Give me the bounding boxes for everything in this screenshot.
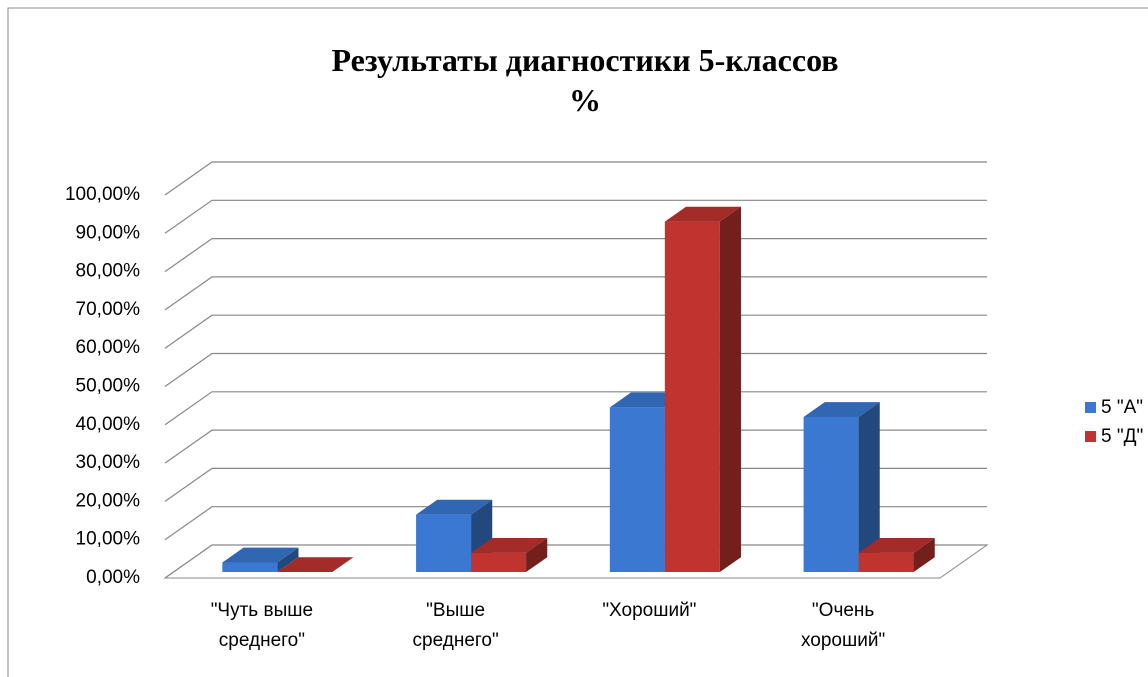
x-tick-label: "Очень хороший" bbox=[801, 600, 886, 651]
y-tick-label: 20,00% bbox=[76, 490, 141, 511]
grid-line bbox=[164, 314, 987, 349]
bar-front bbox=[803, 416, 859, 573]
bar-front bbox=[222, 562, 278, 573]
bar-top bbox=[858, 538, 935, 553]
y-tick-label: 30,00% bbox=[76, 452, 141, 473]
legend-swatch bbox=[1085, 402, 1096, 413]
bar-top bbox=[416, 499, 493, 515]
x-tick-label: "Выше среднего" bbox=[412, 600, 499, 651]
y-tick-label: 0,00% bbox=[86, 567, 140, 588]
bar-front bbox=[416, 514, 472, 573]
y-tick-label: 100,00% bbox=[65, 184, 140, 205]
legend-label: 5 "А" bbox=[1101, 397, 1143, 418]
bar-top bbox=[664, 206, 741, 222]
chart-border bbox=[7, 7, 1148, 677]
grid-line bbox=[164, 238, 987, 273]
grid-line bbox=[164, 199, 987, 234]
bar-side bbox=[858, 402, 880, 573]
bar-front bbox=[858, 552, 914, 573]
grid-line bbox=[164, 352, 987, 387]
bar-top bbox=[471, 538, 548, 553]
y-tick-label: 80,00% bbox=[76, 261, 141, 282]
y-tick-label: 10,00% bbox=[76, 529, 141, 550]
bar-front bbox=[664, 221, 720, 573]
x-tick-label: "Чуть выше среднего" bbox=[210, 600, 314, 651]
chart-title: Результаты диагностики 5-классов % bbox=[331, 42, 839, 118]
bar-side bbox=[719, 206, 741, 573]
x-tick-label: "Хороший" bbox=[602, 600, 697, 621]
bar-top bbox=[277, 557, 354, 573]
y-tick-label: 50,00% bbox=[76, 376, 141, 397]
bar-top bbox=[222, 547, 299, 563]
bar-top bbox=[803, 402, 880, 417]
y-tick-label: 90,00% bbox=[76, 222, 141, 243]
grid-line bbox=[164, 276, 987, 311]
bar-side bbox=[526, 538, 548, 573]
bar-side bbox=[913, 538, 935, 573]
bar-side bbox=[277, 547, 299, 573]
bar-front bbox=[609, 407, 665, 573]
y-tick-label: 40,00% bbox=[76, 414, 141, 435]
y-tick-label: 60,00% bbox=[76, 337, 141, 358]
legend-swatch bbox=[1085, 431, 1096, 442]
legend-label: 5 "Д" bbox=[1101, 426, 1143, 447]
y-tick-label: 70,00% bbox=[76, 299, 141, 320]
grid-line bbox=[164, 161, 987, 196]
bar-front bbox=[471, 552, 527, 573]
